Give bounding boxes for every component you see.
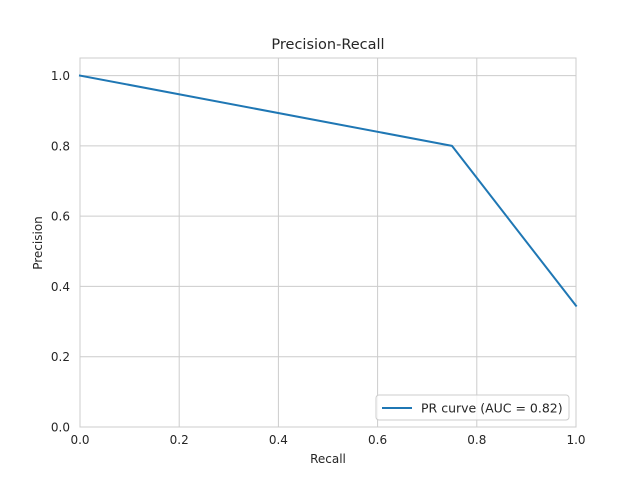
chart-title: Precision-Recall [271, 37, 384, 53]
x-tick-label: 1.0 [566, 433, 585, 447]
legend-box [375, 394, 570, 421]
grid-lines [79, 58, 577, 428]
y-tick-label: 0.8 [51, 139, 70, 153]
x-tick-label: 0.0 [70, 433, 89, 447]
y-tick-label: 0.4 [51, 280, 70, 294]
y-tick-label: 0.6 [51, 210, 70, 224]
y-tick-labels: 0.0 0.2 0.4 0.6 0.8 1.0 [51, 69, 70, 434]
series-line-0 [78, 74, 578, 308]
x-tick-label: 0.6 [368, 433, 387, 447]
x-axis-label: Recall [310, 452, 346, 466]
plot-frame [79, 57, 577, 428]
x-tick-label: 0.2 [170, 433, 189, 447]
legend: PR curve (AUC = 0.82) [375, 394, 570, 421]
y-axis-label: Precision [31, 216, 45, 270]
x-tick-label: 0.8 [467, 433, 486, 447]
x-tick-labels: 0.0 0.2 0.4 0.6 0.8 1.0 [70, 433, 585, 447]
series-lines [78, 74, 578, 308]
y-tick-label: 1.0 [51, 69, 70, 83]
x-tick-label: 0.4 [269, 433, 288, 447]
legend-entry-label: PR curve (AUC = 0.82) [421, 401, 563, 416]
y-tick-label: 0.2 [51, 350, 70, 364]
y-tick-label: 0.0 [51, 421, 70, 435]
